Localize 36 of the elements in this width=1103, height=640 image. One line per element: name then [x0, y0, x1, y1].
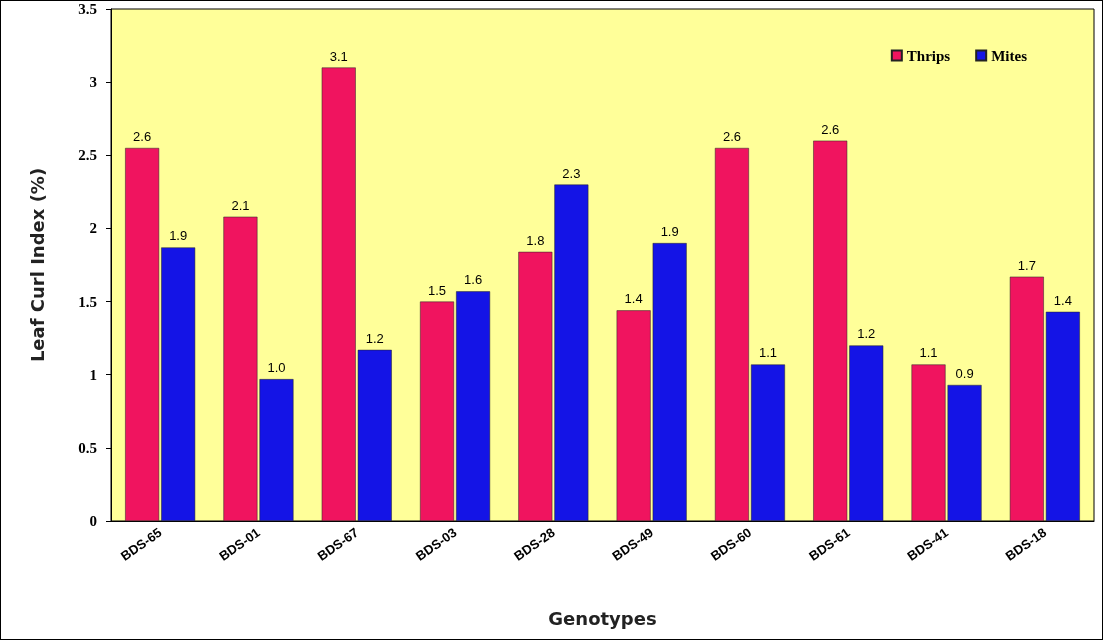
y-tick-label: 3.5 — [78, 1, 97, 17]
data-label: 1.9 — [660, 224, 679, 240]
data-label: 2.1 — [231, 197, 250, 213]
data-label: 1.5 — [427, 282, 447, 298]
data-label: 3.1 — [329, 48, 348, 64]
x-axis-title: Genotypes — [548, 607, 657, 629]
bar — [456, 291, 491, 521]
data-label: 2.6 — [133, 128, 152, 144]
data-label: 1.2 — [857, 326, 876, 342]
data-label: 2.6 — [821, 121, 840, 137]
data-label: 1.6 — [464, 272, 483, 288]
y-tick-label: 2.5 — [78, 147, 97, 164]
data-label: 1.4 — [1053, 292, 1072, 308]
y-tick-label: 2 — [89, 220, 97, 237]
data-label: 0.9 — [955, 365, 974, 381]
legend-label: Mites — [991, 47, 1028, 64]
y-tick-label: 3 — [89, 74, 97, 91]
data-label: 1.0 — [267, 360, 286, 376]
bar — [420, 301, 455, 521]
data-label: 2.3 — [562, 165, 581, 181]
data-label: 1.1 — [919, 345, 938, 361]
bar — [750, 364, 785, 521]
y-tick-label: 0 — [89, 513, 97, 529]
bar — [714, 147, 749, 521]
data-label: 1.9 — [169, 228, 188, 244]
data-label: 1.4 — [624, 291, 643, 307]
data-label: 1.2 — [365, 330, 384, 346]
data-label: 1.1 — [758, 345, 778, 361]
data-label: 1.8 — [526, 232, 545, 248]
y-tick-label: 1 — [89, 366, 97, 383]
y-tick-label: 1.5 — [78, 293, 97, 310]
data-label: 2.6 — [722, 128, 741, 144]
legend-label: Thrips — [906, 47, 951, 64]
y-axis-title: Leaf Curl Index (%) — [26, 167, 48, 363]
data-label: 1.7 — [1017, 257, 1036, 273]
y-tick-label: 0.5 — [78, 439, 97, 456]
